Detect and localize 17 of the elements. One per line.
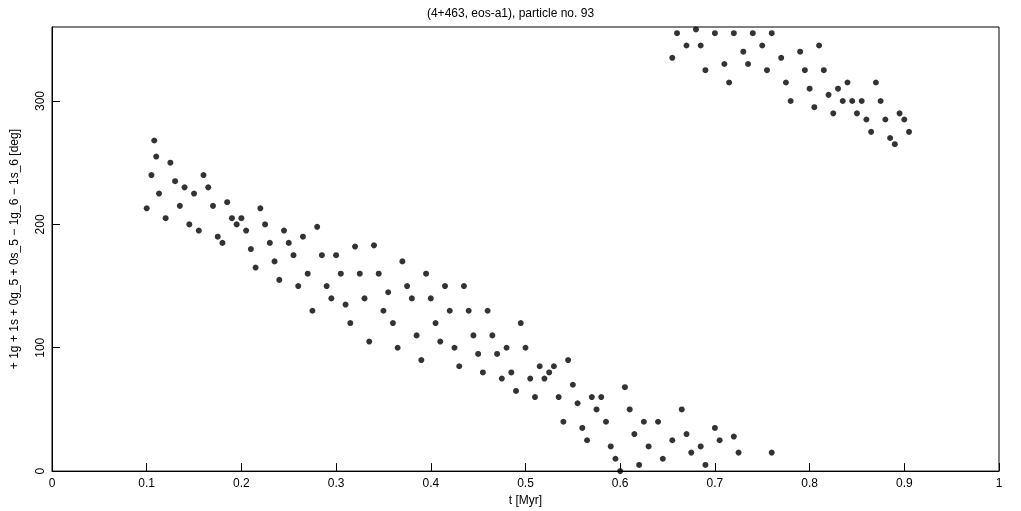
y-tick-label: 300	[33, 90, 47, 112]
x-tick-label: 0.8	[801, 476, 819, 491]
y-tick-label: 0	[33, 467, 47, 475]
x-tick-label: 0.6	[611, 476, 629, 491]
x-tick-label: 0.7	[706, 476, 724, 491]
y-tick-label: 100	[33, 337, 47, 358]
x-tick-label: 0.5	[517, 476, 535, 491]
x-tick-label: 0.1	[138, 476, 156, 491]
x-tick-label: 0.3	[327, 476, 345, 491]
x-tick-label: 1	[995, 476, 1003, 491]
x-tick-label: 0.4	[422, 476, 440, 491]
y-tick-label: 200	[33, 214, 47, 235]
x-axis-title: t [Myr]	[508, 493, 543, 507]
x-tick-label: 0.2	[233, 476, 251, 491]
x-tick-label: 0.9	[895, 476, 913, 491]
chart-title: (4+463, eos-a1), particle no. 93	[426, 6, 595, 20]
y-axis-title: + 1g + 1s + 0g_5 + 0s_5 − 1g_6 − 1s_6 [deg]	[7, 128, 21, 370]
